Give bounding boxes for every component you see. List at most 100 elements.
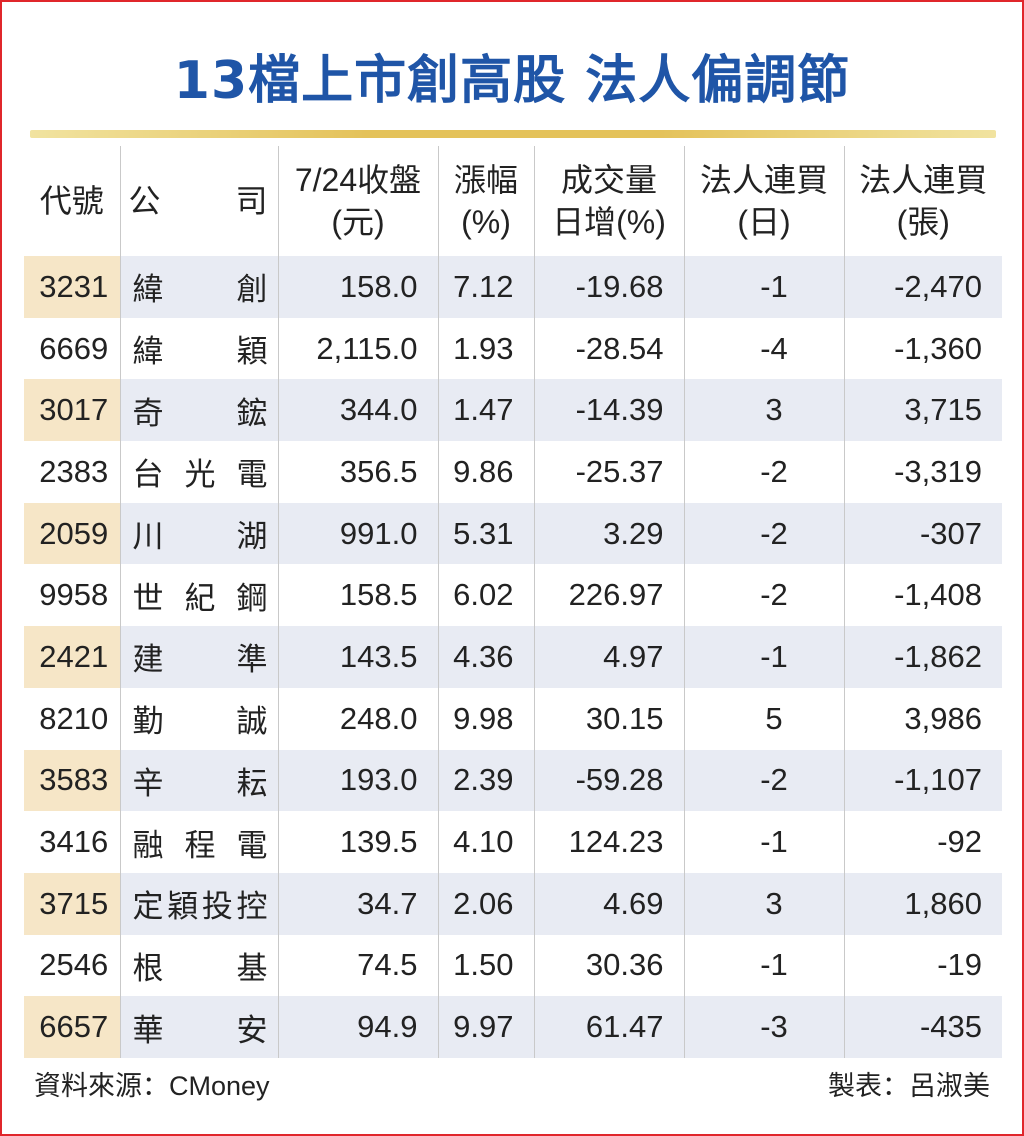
header-change: 漲幅 (%) — [437, 146, 534, 256]
close-price-cell: 2,115.0 — [277, 317, 438, 380]
author-note: 製表：呂淑美 — [828, 1071, 990, 1101]
table-row: 3583 辛耘 193.0 2.39 -59.28 -2 -1,107 — [24, 749, 1002, 812]
buy-lots-cell: 3,715 — [843, 379, 1002, 442]
close-price-cell: 94.9 — [277, 996, 438, 1058]
close-price-cell: 193.0 — [277, 749, 438, 812]
volume-change-cell: 124.23 — [533, 811, 684, 873]
buy-lots-cell: -1,360 — [843, 317, 1002, 380]
close-price-cell: 248.0 — [277, 687, 438, 750]
change-pct-cell: 9.97 — [437, 996, 534, 1058]
company-name-cell: 緯穎 — [119, 317, 278, 380]
buy-days-cell: -1 — [683, 934, 844, 997]
volume-change-cell: 61.47 — [533, 996, 684, 1058]
stock-code-cell: 3231 — [24, 256, 120, 318]
company-name-cell: 華安 — [119, 996, 278, 1058]
stock-code-cell: 2546 — [39, 947, 109, 983]
stock-code-cell: 6669 — [39, 330, 109, 366]
buy-days-cell: -2 — [683, 564, 844, 627]
company-name-cell: 建準 — [119, 626, 278, 688]
buy-lots-cell: -1,862 — [843, 626, 1002, 688]
company-name-cell: 定穎投控 — [119, 872, 278, 935]
header-close: 7/24收盤 (元) — [277, 146, 438, 256]
buy-days-cell: -1 — [683, 811, 844, 873]
company-name-cell: 川湖 — [119, 502, 278, 565]
company-name-cell: 辛耘 — [119, 749, 278, 812]
table-row: 2546 根基 74.5 1.50 30.36 -1 -19 — [24, 934, 1002, 997]
close-price-cell: 356.5 — [277, 441, 438, 503]
change-pct-cell: 2.39 — [437, 749, 534, 812]
buy-days-cell: -1 — [683, 626, 844, 688]
buy-lots-cell: -307 — [843, 502, 1002, 565]
title-divider — [30, 130, 996, 138]
volume-change-cell: -19.68 — [533, 256, 684, 318]
table-row: 2383 台光電 356.5 9.86 -25.37 -2 -3,319 — [24, 441, 1002, 503]
close-price-cell: 74.5 — [277, 934, 438, 997]
close-price-cell: 34.7 — [277, 872, 438, 935]
header-company: 公司 — [119, 146, 278, 256]
header-volume: 成交量 日增(%) — [533, 146, 684, 256]
buy-lots-cell: 1,860 — [843, 872, 1002, 935]
stock-code-cell: 3416 — [39, 824, 109, 860]
company-name-cell: 融程電 — [119, 811, 278, 873]
buy-days-cell: 3 — [683, 379, 844, 442]
buy-days-cell: -1 — [683, 256, 844, 318]
stock-code-cell: 2059 — [24, 502, 120, 565]
volume-change-cell: -28.54 — [533, 317, 684, 380]
buy-lots-cell: -92 — [843, 811, 1002, 873]
buy-lots-cell: -19 — [843, 934, 1002, 997]
buy-days-cell: -2 — [683, 502, 844, 565]
stock-code-cell: 2383 — [39, 453, 109, 489]
volume-change-cell: 4.97 — [533, 626, 684, 688]
stock-code-cell: 8210 — [39, 700, 109, 736]
buy-lots-cell: 3,986 — [843, 687, 1002, 750]
buy-lots-cell: -1,408 — [843, 564, 1002, 627]
volume-change-cell: 30.15 — [533, 687, 684, 750]
table-row: 3231 緯創 158.0 7.12 -19.68 -1 -2,470 — [24, 256, 1002, 318]
change-pct-cell: 9.98 — [437, 687, 534, 750]
stock-code-cell: 3715 — [24, 872, 120, 935]
page-title: 13檔上市創高股 法人偏調節 — [173, 51, 851, 111]
table-row: 2059 川湖 991.0 5.31 3.29 -2 -307 — [24, 502, 1002, 565]
buy-days-cell: -2 — [683, 441, 844, 503]
stock-code-cell: 6657 — [24, 996, 120, 1058]
change-pct-cell: 4.36 — [437, 626, 534, 688]
buy-lots-cell: -435 — [843, 996, 1002, 1058]
source-note: 資料來源：CMoney — [34, 1071, 270, 1101]
change-pct-cell: 4.10 — [437, 811, 534, 873]
close-price-cell: 991.0 — [277, 502, 438, 565]
buy-days-cell: -2 — [683, 749, 844, 812]
buy-days-cell: 3 — [683, 872, 844, 935]
stock-table: 代號 公司 7/24收盤 (元) 漲幅 (%) 成交量 日增(%) 法人連買 (日) 法… — [24, 146, 1002, 1058]
table-row: 3416 融程電 139.5 4.10 124.23 -1 -92 — [24, 811, 1002, 873]
table-row: 9958 世紀鋼 158.5 6.02 226.97 -2 -1,408 — [24, 564, 1002, 627]
table-row: 3017 奇鋐 344.0 1.47 -14.39 3 3,715 — [24, 379, 1002, 442]
change-pct-cell: 1.50 — [437, 934, 534, 997]
volume-change-cell: -14.39 — [533, 379, 684, 442]
change-pct-cell: 1.93 — [437, 317, 534, 380]
buy-days-cell: -3 — [683, 996, 844, 1058]
volume-change-cell: -59.28 — [533, 749, 684, 812]
stock-code-cell: 3583 — [24, 749, 120, 812]
close-price-cell: 139.5 — [277, 811, 438, 873]
volume-change-cell: 30.36 — [533, 934, 684, 997]
close-price-cell: 158.5 — [277, 564, 438, 627]
table-row: 6669 緯穎 2,115.0 1.93 -28.54 -4 -1,360 — [24, 317, 1002, 380]
close-price-cell: 143.5 — [277, 626, 438, 688]
buy-lots-cell: -2,470 — [843, 256, 1002, 318]
volume-change-cell: 4.69 — [533, 872, 684, 935]
table-header-row: 代號 公司 7/24收盤 (元) 漲幅 (%) 成交量 日增(%) 法人連買 (日) 法… — [24, 146, 1002, 256]
volume-change-cell: 3.29 — [533, 502, 684, 565]
header-buy-lots: 法人連買 (張) — [843, 146, 1002, 256]
change-pct-cell: 1.47 — [437, 379, 534, 442]
change-pct-cell: 5.31 — [437, 502, 534, 565]
table-row: 6657 華安 94.9 9.97 61.47 -3 -435 — [24, 996, 1002, 1058]
company-name-cell: 勤誠 — [119, 687, 278, 750]
buy-lots-cell: -3,319 — [843, 441, 1002, 503]
company-name-cell: 台光電 — [119, 441, 278, 503]
volume-change-cell: -25.37 — [533, 441, 684, 503]
change-pct-cell: 2.06 — [437, 872, 534, 935]
company-name-cell: 緯創 — [119, 256, 278, 318]
change-pct-cell: 7.12 — [437, 256, 534, 318]
change-pct-cell: 9.86 — [437, 441, 534, 503]
header-code: 代號 — [39, 183, 104, 219]
